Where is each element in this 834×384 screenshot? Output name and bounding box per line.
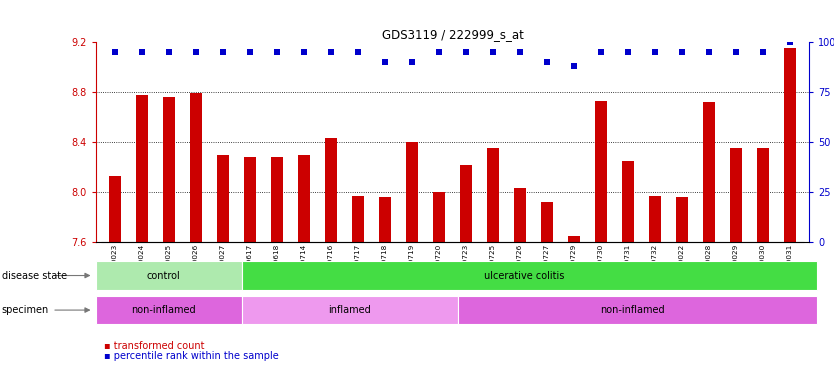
Point (756, 49, 770, 55)
Point (351, 49, 364, 55)
Bar (379, 197, 391, 242)
Point (621, 49, 635, 55)
Bar (703, 102, 715, 242)
Point (702, 49, 716, 55)
Point (189, 49, 203, 55)
Bar (649, 196, 661, 242)
Bar (514, 188, 526, 242)
Bar (244, 157, 256, 242)
Bar (163, 97, 175, 242)
Text: ▪ transformed count: ▪ transformed count (104, 341, 205, 351)
Bar (242, 296, 458, 324)
Point (270, 49, 284, 55)
Bar (460, 165, 472, 242)
Point (324, 49, 338, 55)
Point (540, 59, 554, 65)
Text: non-inflamed: non-inflamed (600, 305, 665, 315)
Bar (108, 176, 121, 242)
Point (432, 49, 445, 55)
Bar (676, 197, 688, 242)
Title: GDS3119 / 222999_s_at: GDS3119 / 222999_s_at (381, 28, 524, 41)
Text: specimen: specimen (2, 305, 49, 315)
Bar (298, 155, 310, 242)
Bar (242, 261, 817, 290)
Bar (568, 236, 580, 242)
Bar (96, 296, 242, 324)
Bar (96, 261, 242, 290)
Point (648, 49, 661, 55)
Text: ulcerative colitis: ulcerative colitis (484, 270, 565, 281)
Bar (433, 192, 445, 242)
Point (486, 49, 500, 55)
Point (108, 49, 122, 55)
Point (567, 63, 580, 69)
Point (513, 49, 526, 55)
Text: non-inflamed: non-inflamed (131, 305, 196, 315)
Point (460, 49, 473, 55)
Point (595, 49, 608, 55)
Point (216, 49, 229, 55)
Bar (324, 138, 337, 242)
Point (162, 49, 175, 55)
Text: control: control (147, 270, 180, 281)
Bar (595, 101, 607, 242)
Bar (622, 161, 634, 242)
Point (783, 39, 796, 45)
Bar (190, 93, 202, 242)
Point (730, 49, 743, 55)
Point (297, 49, 310, 55)
Point (676, 49, 689, 55)
Bar (784, 48, 796, 242)
Bar (757, 148, 769, 242)
Bar (487, 148, 499, 242)
Bar (406, 142, 418, 242)
Point (379, 59, 392, 65)
Point (405, 59, 419, 65)
Bar (541, 202, 553, 242)
Bar (352, 196, 364, 242)
Bar (458, 296, 817, 324)
Bar (136, 95, 148, 242)
Text: ▪ percentile rank within the sample: ▪ percentile rank within the sample (104, 351, 279, 361)
Point (244, 49, 257, 55)
Bar (730, 148, 742, 242)
Point (135, 49, 148, 55)
Bar (271, 157, 283, 242)
Text: disease state: disease state (2, 270, 67, 281)
Bar (217, 155, 229, 242)
Text: inflamed: inflamed (329, 305, 371, 315)
